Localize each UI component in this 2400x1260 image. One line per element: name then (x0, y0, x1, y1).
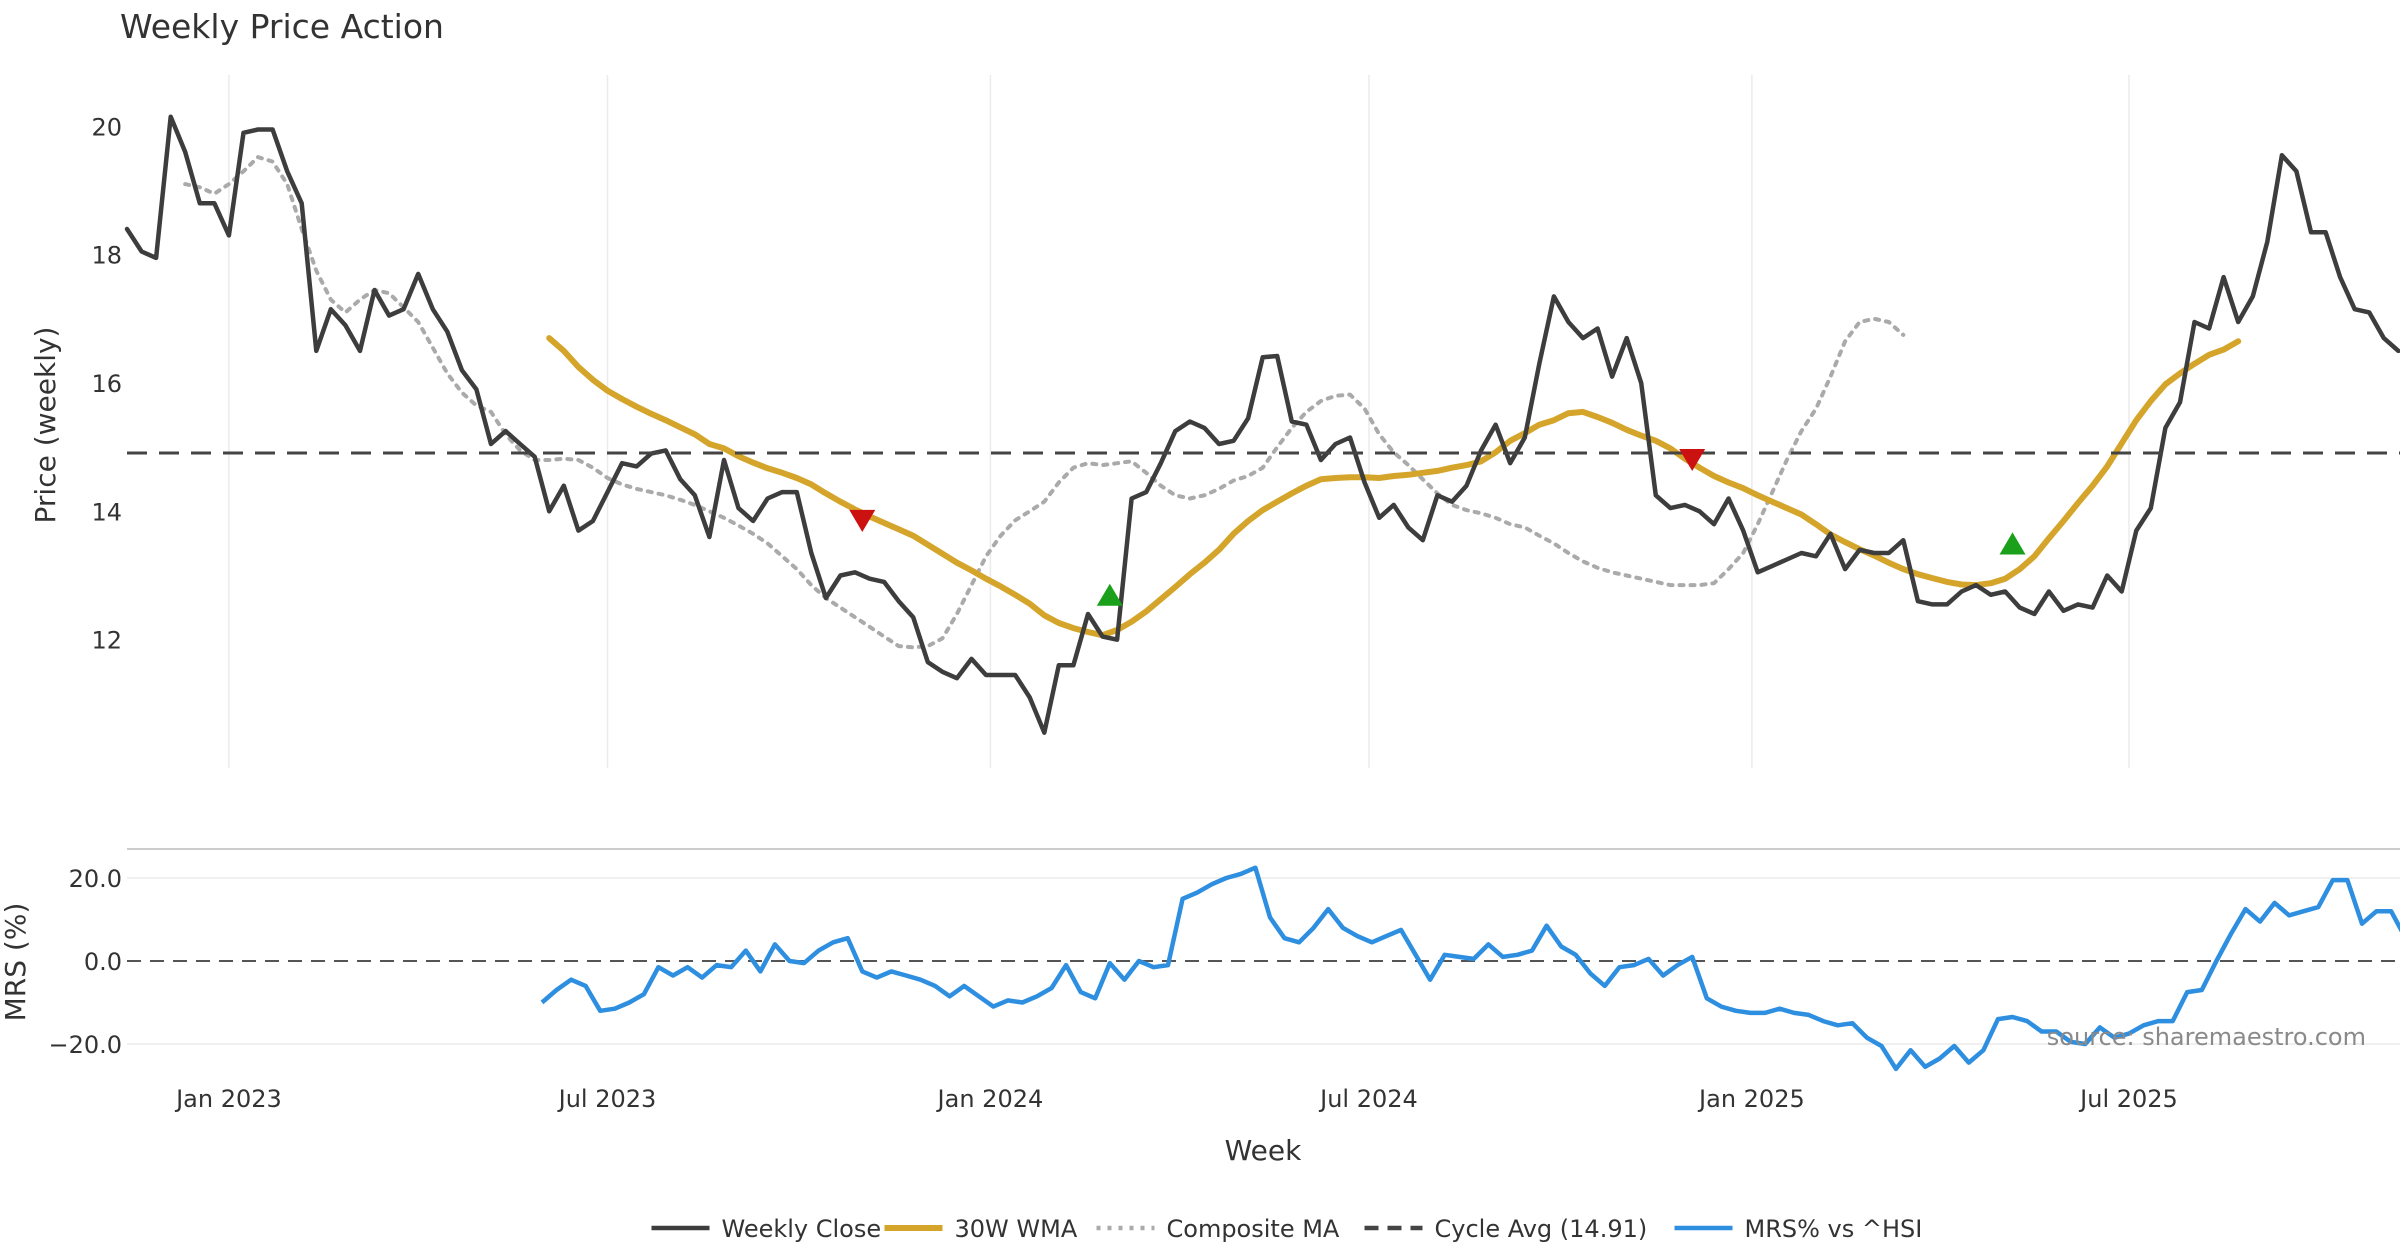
x-tick-label: Jul 2023 (557, 1085, 657, 1113)
legend-label: Composite MA (1167, 1215, 1340, 1243)
x-tick-label: Jul 2024 (1318, 1085, 1418, 1113)
signal-down-marker (849, 509, 876, 533)
x-axis-ticks: Jan 2023 Jul 2023 Jan 2024 Jul 2024 Jan 2025… (174, 1085, 2178, 1113)
signal-markers (849, 448, 2026, 606)
wma-line (546, 335, 2242, 639)
price-y-tick-label: 16 (91, 370, 122, 398)
signal-up-marker (1096, 583, 1123, 606)
weekly-close-line (124, 114, 2400, 735)
price-y-tick-label: 18 (91, 242, 122, 270)
legend-label: Weekly Close (722, 1215, 882, 1243)
price-series-group (124, 114, 2400, 735)
mrs-y-ticks: −20.0 0.0 20.0 (48, 865, 122, 1059)
mrs-line (540, 865, 2400, 1072)
price-gridlines (228, 75, 2130, 768)
signal-up-marker (1999, 532, 2026, 555)
price-y-tick-label: 14 (91, 498, 122, 526)
mrs-gridlines (127, 877, 2400, 1045)
composite-line (183, 155, 1906, 650)
price-y-tick-label: 20 (91, 113, 122, 141)
price-y-axis-title: Price (weekly) (29, 327, 62, 524)
mrs-y-axis-title: MRS (%) (0, 903, 32, 1022)
legend-label: 30W WMA (955, 1215, 1078, 1243)
mrs-y-tick-label: 20.0 (69, 865, 122, 893)
x-tick-label: Jan 2023 (174, 1085, 282, 1113)
mrs-y-tick-label: 0.0 (84, 948, 122, 976)
legend-label: MRS% vs ^HSI (1745, 1215, 1923, 1243)
price-y-ticks: 12 14 16 18 20 (91, 113, 122, 654)
legend-label: Cycle Avg (14.91) (1435, 1215, 1648, 1243)
mrs-series-group (540, 865, 2400, 1072)
legend: Weekly Close 30W WMA Composite MA Cycle Avg… (651, 1215, 1923, 1243)
price-y-tick-label: 12 (91, 627, 122, 655)
x-tick-label: Jul 2025 (2078, 1085, 2178, 1113)
x-tick-label: Jan 2025 (1697, 1085, 1805, 1113)
x-tick-label: Jan 2024 (936, 1085, 1044, 1113)
signal-down-marker (1679, 448, 1706, 472)
source-label: source: sharemaestro.com (2047, 1023, 2366, 1051)
chart-title: Weekly Price Action (120, 7, 444, 46)
x-axis-title: Week (1225, 1134, 1302, 1167)
mrs-y-tick-label: −20.0 (48, 1031, 122, 1059)
